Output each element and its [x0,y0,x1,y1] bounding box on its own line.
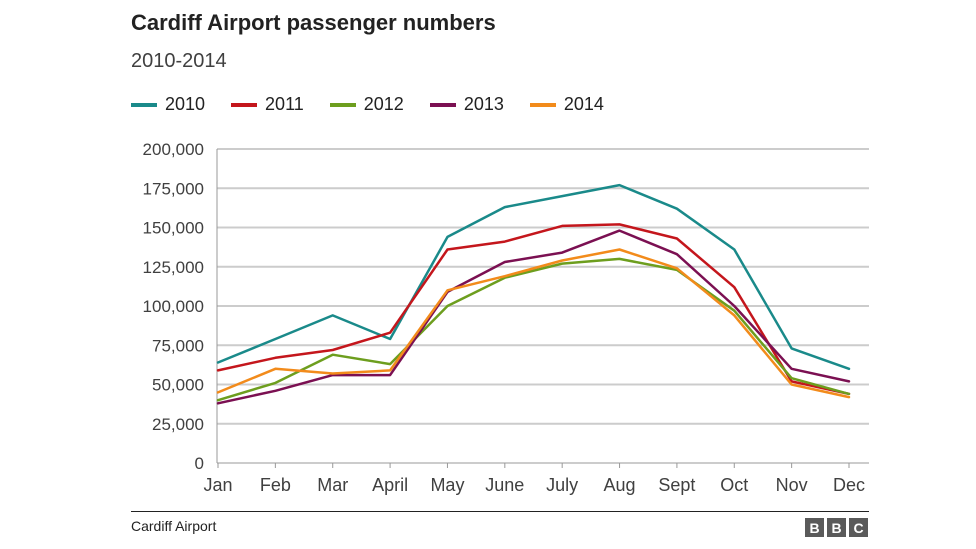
legend-item-2012: 2012 [329,94,404,115]
y-tick-label: 100,000 [143,297,204,316]
logo-letter: B [827,518,846,537]
x-tick-label: Oct [720,475,748,495]
footer-divider [131,511,869,512]
y-tick-label: 75,000 [152,336,204,355]
x-tick-label: Dec [833,475,865,495]
legend-label: 2010 [165,94,206,114]
legend-item-2013: 2013 [429,94,504,115]
series-line-2013 [216,229,851,405]
legend-item-2011: 2011 [231,94,304,115]
legend-label: 2012 [363,94,404,114]
logo-letter: C [849,518,868,537]
bbc-logo: B B C [805,518,868,537]
legend-label: 2014 [563,94,604,114]
legend: 2010 2011 2012 2013 2014 [131,94,604,115]
legend-swatch [231,102,258,107]
y-tick-label: 0 [195,454,204,473]
y-tick-label: 200,000 [143,140,204,159]
x-tick-label: Mar [317,475,348,495]
legend-swatch [529,102,556,107]
x-tick-label: Jan [203,475,232,495]
chart-title: Cardiff Airport passenger numbers [131,10,496,35]
y-tick-label: 125,000 [143,258,204,277]
series-line-2012 [216,257,851,402]
legend-item-2014: 2014 [529,94,604,115]
series-line-2011 [216,223,851,396]
legend-swatch [329,102,356,107]
source-label: Cardiff Airport [131,518,217,534]
legend-swatch [131,102,157,107]
y-tick-label: 50,000 [152,376,204,395]
x-tick-label: May [430,475,464,495]
series-line-2010 [216,183,851,371]
y-tick-label: 175,000 [143,179,204,198]
legend-item-2010: 2010 [131,94,205,115]
series-line-2014 [216,248,851,399]
legend-swatch [429,102,456,107]
x-tick-label: Nov [776,475,808,495]
y-tick-label: 25,000 [152,415,204,434]
x-tick-label: June [485,475,524,495]
legend-label: 2011 [265,94,304,114]
chart-subtitle: 2010-2014 [131,50,227,72]
legend-label: 2013 [463,94,504,114]
x-tick-label: April [372,475,408,495]
x-tick-label: Aug [604,475,636,495]
x-tick-label: Feb [260,475,291,495]
y-tick-label: 150,000 [143,219,204,238]
logo-letter: B [805,518,824,537]
x-tick-label: Sept [658,475,695,495]
x-tick-label: July [546,475,578,495]
